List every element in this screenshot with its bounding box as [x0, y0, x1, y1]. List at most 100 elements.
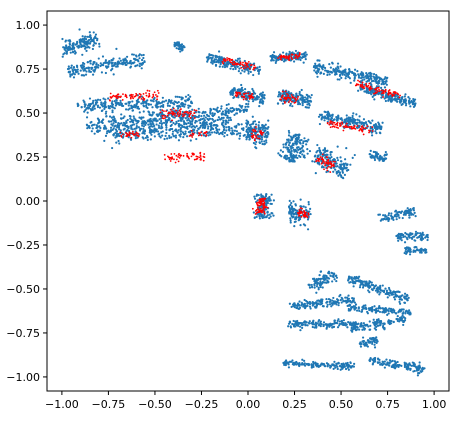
data-point [397, 239, 400, 242]
data-point [161, 96, 164, 99]
data-point [284, 360, 287, 363]
data-point [177, 139, 181, 142]
data-point [374, 130, 377, 133]
data-point [290, 137, 293, 140]
data-point [422, 248, 425, 252]
data-point [126, 62, 130, 65]
data-point [292, 143, 295, 147]
data-point [83, 37, 86, 40]
data-point [298, 103, 302, 106]
data-point [216, 131, 219, 134]
data-point [361, 286, 365, 289]
data-point [336, 68, 339, 72]
data-point [171, 156, 174, 159]
data-point [68, 45, 71, 48]
data-point [348, 77, 351, 80]
data-point [133, 133, 136, 136]
data-point [172, 107, 175, 110]
data-point [220, 57, 223, 61]
data-point [94, 33, 98, 36]
data-point [137, 120, 140, 123]
data-point [293, 150, 296, 153]
data-point [398, 98, 401, 101]
data-point [367, 289, 370, 292]
data-point [69, 75, 72, 78]
data-point [101, 118, 105, 121]
data-point [108, 115, 112, 118]
data-point [292, 319, 295, 323]
data-point [91, 47, 94, 51]
data-point [175, 47, 178, 50]
data-point [305, 143, 308, 146]
data-point [234, 67, 237, 70]
data-point [323, 364, 326, 367]
data-point [306, 228, 310, 231]
data-point [301, 104, 304, 107]
data-point [409, 250, 412, 253]
data-point [83, 67, 86, 71]
data-point [305, 304, 308, 308]
data-point [193, 158, 196, 161]
data-point [373, 76, 376, 79]
data-point [364, 75, 367, 78]
data-point [226, 59, 229, 61]
data-point [256, 130, 259, 133]
data-point [125, 63, 128, 66]
data-point [336, 78, 339, 81]
data-point [165, 128, 168, 131]
data-point [167, 98, 171, 102]
data-point [100, 120, 103, 124]
data-point [181, 115, 184, 118]
data-point [159, 111, 162, 114]
data-point [257, 121, 261, 124]
data-point [394, 99, 397, 102]
data-point [327, 323, 331, 326]
data-point [155, 94, 157, 96]
data-point [179, 48, 182, 51]
data-point [302, 141, 305, 145]
data-point [251, 122, 255, 125]
data-point [402, 320, 405, 324]
data-point [370, 80, 374, 83]
data-point [302, 53, 305, 56]
data-point [170, 136, 173, 139]
data-point [201, 117, 204, 121]
data-point [253, 197, 257, 200]
data-point [216, 55, 219, 59]
data-point [219, 61, 223, 64]
data-point [291, 51, 294, 54]
data-point [336, 159, 340, 162]
data-point [123, 115, 126, 118]
data-point [124, 102, 127, 105]
data-point [223, 131, 227, 134]
data-point [285, 52, 288, 56]
data-point [120, 62, 123, 65]
data-point [180, 108, 182, 110]
data-point [178, 157, 181, 159]
data-point [231, 129, 234, 132]
data-point [369, 328, 372, 331]
data-point [361, 324, 364, 327]
data-point [114, 119, 117, 122]
data-point [132, 123, 136, 126]
data-point [241, 104, 244, 108]
data-point [90, 130, 93, 133]
data-point [323, 110, 326, 113]
data-point [188, 125, 191, 128]
data-point [147, 103, 150, 106]
data-point [335, 119, 338, 122]
data-point [422, 233, 425, 236]
data-point [373, 341, 377, 344]
data-point [342, 177, 345, 180]
data-point [323, 150, 327, 154]
data-point [309, 96, 312, 99]
data-point [424, 251, 427, 254]
data-point [186, 110, 189, 113]
data-point [298, 300, 301, 303]
data-point [218, 128, 221, 131]
data-point [298, 133, 301, 136]
data-point [92, 44, 95, 47]
data-point [157, 92, 160, 94]
data-point [100, 101, 103, 104]
data-point [370, 83, 373, 86]
